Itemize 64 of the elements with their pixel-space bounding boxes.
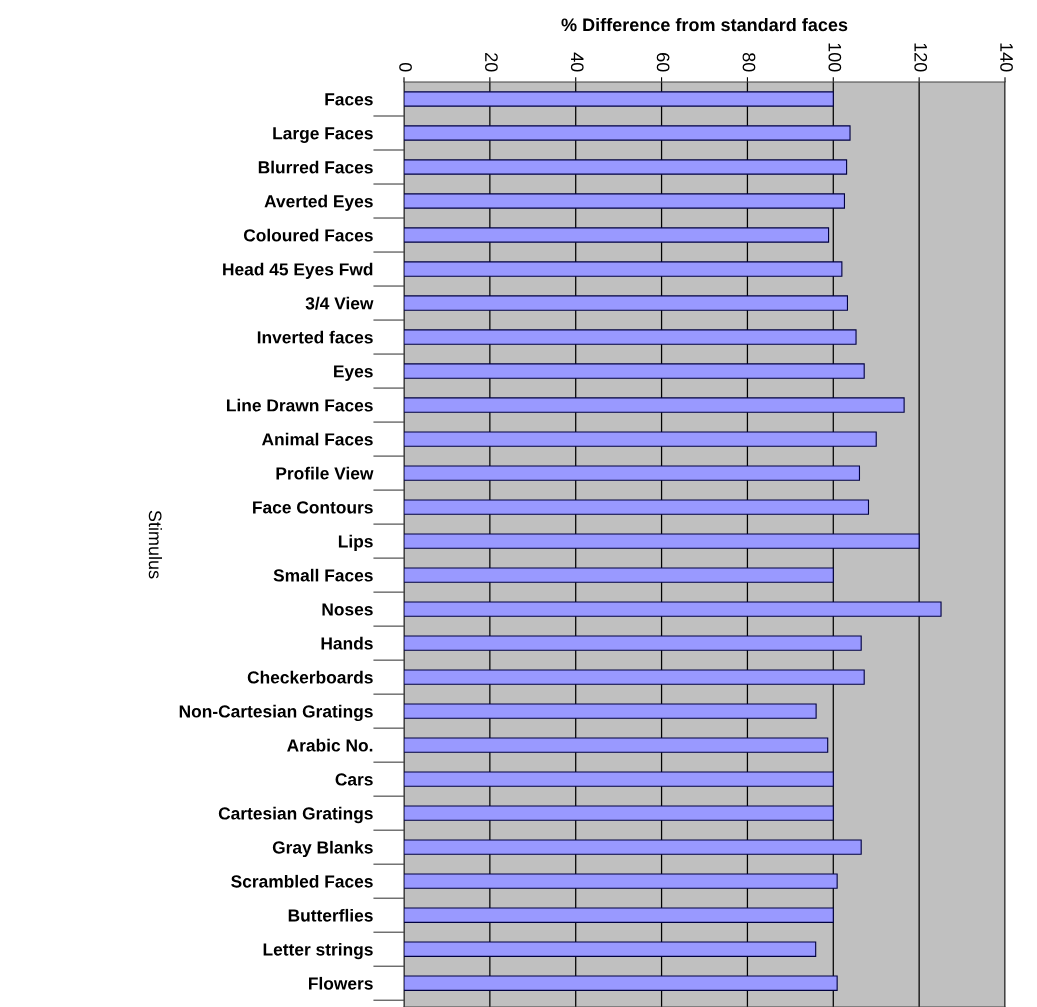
bar xyxy=(404,125,851,141)
y-tick-label: Cartesian Gratings xyxy=(218,806,373,824)
bar xyxy=(404,363,865,379)
bar xyxy=(404,907,834,923)
y-tick-label: Lips xyxy=(338,534,373,551)
bar xyxy=(404,159,848,175)
x-tick-label: 20 xyxy=(485,53,498,72)
x-tick-label: 60 xyxy=(656,53,670,72)
bar xyxy=(404,329,857,345)
y-tick-label: Cars xyxy=(335,773,373,786)
y-axis-title: Stimulus xyxy=(148,510,163,579)
bar xyxy=(404,669,865,685)
bar xyxy=(404,873,838,889)
bar xyxy=(404,635,862,651)
y-tick-label: Noses xyxy=(322,603,373,616)
bar xyxy=(404,295,849,311)
x-tick-label: 0 xyxy=(399,62,412,72)
bar xyxy=(404,805,834,821)
y-tick-label: Gray Blanks xyxy=(272,840,373,858)
y-tick-label: Flowers xyxy=(309,976,373,990)
y-tick-label: 3/4 View xyxy=(305,296,374,310)
bar xyxy=(404,839,862,855)
bar xyxy=(404,499,870,515)
bar xyxy=(404,567,834,583)
y-tick-label: Inverted faces xyxy=(257,330,373,344)
y-tick-label: Line Drawn Faces xyxy=(227,398,373,412)
x-axis-title: % Difference from standard faces xyxy=(561,17,848,32)
y-tick-label: Eyes xyxy=(334,365,373,381)
y-tick-label: Scrambled Faces xyxy=(231,874,373,888)
bar xyxy=(404,193,846,209)
y-tick-label: Faces xyxy=(325,93,373,106)
y-tick-label: Animal Faces xyxy=(261,432,373,446)
bar xyxy=(404,771,834,787)
y-tick-label: Large Faces xyxy=(273,127,373,143)
bar xyxy=(404,737,829,753)
y-tick-label: Small Faces xyxy=(273,568,373,582)
bar xyxy=(404,465,861,481)
bar xyxy=(404,703,817,719)
bar xyxy=(404,601,942,617)
y-tick-label: Head 45 Eyes Fwd xyxy=(223,262,373,279)
bar xyxy=(404,431,877,447)
bar xyxy=(404,227,830,243)
y-tick-label: Profile View xyxy=(276,466,374,480)
y-tick-label: Checkerboards xyxy=(247,670,373,684)
y-tick-label: Face Contours xyxy=(253,501,373,514)
y-tick-label: Blurred Faces xyxy=(258,160,373,174)
y-tick-label: Butterflies xyxy=(288,908,373,922)
bar xyxy=(404,975,838,991)
x-tick-label: 120 xyxy=(914,43,928,72)
y-tick-label: Averted Eyes xyxy=(264,194,373,211)
y-tick-label: Hands xyxy=(321,636,373,650)
y-tick-label: Arabic No. xyxy=(287,738,373,752)
x-tick-label: 100 xyxy=(828,43,842,72)
x-tick-label: 40 xyxy=(570,52,584,72)
x-tick-label: 80 xyxy=(742,52,756,72)
bar xyxy=(404,91,834,107)
bar xyxy=(404,941,817,957)
y-tick-label: Coloured Faces xyxy=(243,228,373,242)
x-tick-label: 140 xyxy=(1000,43,1013,72)
y-tick-label: Letter strings xyxy=(263,942,373,960)
bar xyxy=(404,397,905,413)
bar xyxy=(404,261,843,277)
y-tick-label: Non-Cartesian Gratings xyxy=(179,704,373,722)
bar xyxy=(404,533,920,549)
